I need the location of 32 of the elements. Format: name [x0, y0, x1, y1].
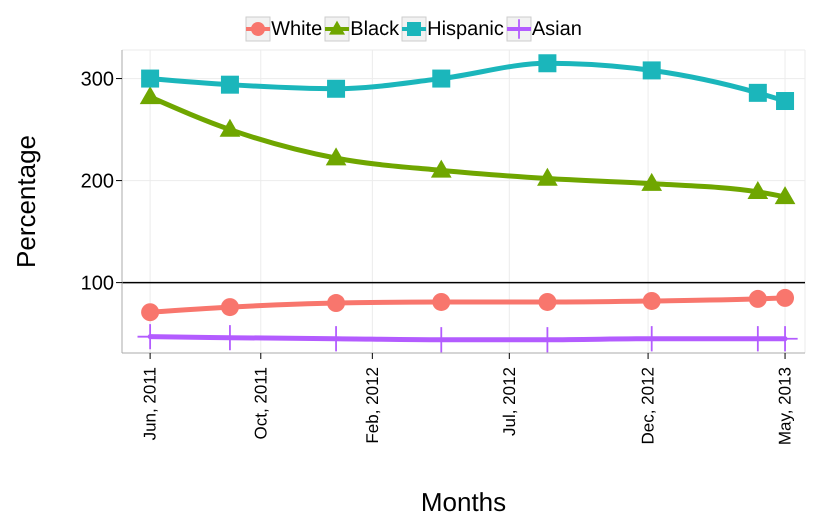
point [432, 70, 450, 88]
point [538, 54, 556, 72]
point [327, 294, 346, 312]
point [748, 290, 767, 308]
point [141, 70, 160, 88]
y-axis-title: Percentage [11, 135, 42, 268]
point [220, 298, 239, 316]
point [642, 61, 661, 80]
legend-label: Asian [532, 18, 582, 40]
y-tick-label: 100 [80, 272, 114, 295]
point [220, 76, 239, 94]
legend-label: White [271, 18, 322, 40]
x-tick-label: Dec, 2012 [638, 367, 658, 444]
point [327, 80, 346, 98]
point [538, 292, 556, 311]
x-tick-label: Jul, 2012 [500, 367, 519, 436]
point [748, 84, 767, 102]
point [776, 288, 794, 307]
y-tick-label: 300 [80, 68, 114, 91]
point [747, 181, 768, 200]
x-tick-label: Jun, 2011 [140, 367, 160, 440]
x-tick-label: Oct, 2011 [251, 367, 270, 440]
point [776, 92, 794, 110]
legend-label: Hispanic [427, 18, 504, 40]
x-tick-label: May, 2013 [776, 367, 795, 446]
x-axis-title: Months [420, 487, 506, 517]
legend-label: Black [350, 18, 400, 40]
point [432, 292, 450, 311]
x-tick-label: Feb, 2012 [362, 367, 382, 444]
y-tick-label: 200 [80, 170, 114, 193]
point [141, 303, 160, 322]
point [642, 292, 661, 310]
